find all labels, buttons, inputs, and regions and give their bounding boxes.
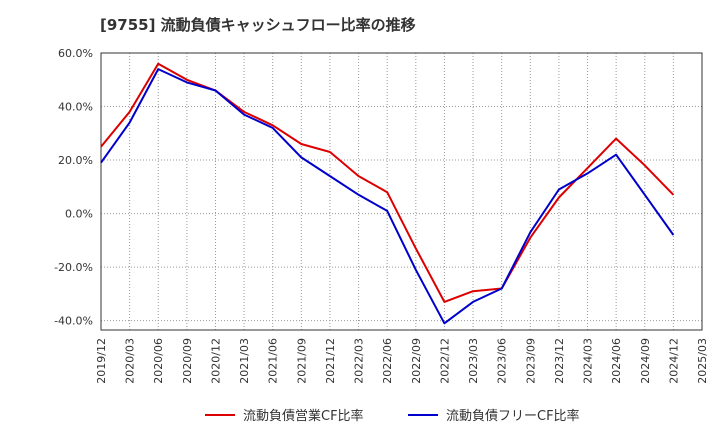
- x-tick-label: 2024/12: [667, 338, 680, 384]
- y-tick-label: -20.0%: [54, 261, 93, 274]
- x-tick-label: 2021/03: [238, 338, 251, 384]
- chart-title: [9755] 流動負債キャッシュフロー比率の推移: [100, 16, 416, 34]
- grid: [101, 53, 702, 330]
- legend: 流動負債営業CF比率 流動負債フリーCF比率: [205, 408, 580, 424]
- series-lines: [100, 62, 675, 325]
- x-tick-label: 2022/12: [438, 338, 451, 384]
- x-tick-label: 2023/12: [553, 338, 566, 384]
- y-tick-label: 40.0%: [58, 101, 93, 114]
- y-tick-label: 60.0%: [58, 47, 93, 60]
- x-tick-label: 2020/12: [209, 338, 222, 384]
- x-tick-label: 2023/03: [467, 338, 480, 384]
- x-tick-label: 2020/06: [152, 338, 165, 384]
- x-tick-label: 2024/03: [582, 338, 595, 384]
- x-tick-label: 2020/09: [181, 338, 194, 384]
- x-tick-label: 2022/09: [410, 338, 423, 384]
- x-tick-label: 2019/12: [95, 338, 108, 384]
- y-tick-label: 20.0%: [58, 154, 93, 167]
- x-tick-label: 2020/03: [124, 338, 137, 384]
- x-tick-label: 2021/06: [267, 338, 280, 384]
- x-tick-label: 2023/09: [524, 338, 537, 384]
- legend-label-1: 流動負債営業CF比率: [243, 408, 364, 424]
- series-line-2: [100, 68, 675, 325]
- x-tick-label: 2024/06: [610, 338, 623, 384]
- x-tick-label: 2021/09: [295, 338, 308, 384]
- y-tick-label: -40.0%: [54, 315, 93, 328]
- axes: 60.0% 40.0% 20.0% 0.0% -20.0% -40.0%2019/12 20…: [54, 47, 709, 384]
- x-tick-label: 2021/12: [324, 338, 337, 384]
- x-tick-label: 2022/06: [381, 338, 394, 384]
- x-tick-label: 2022/03: [353, 338, 366, 384]
- plot-border: [100, 52, 703, 331]
- x-tick-label: 2025/03: [696, 338, 709, 384]
- y-tick-label: 0.0%: [65, 208, 93, 221]
- x-tick-label: 2023/06: [496, 338, 509, 384]
- x-tick-label: 2024/09: [639, 338, 652, 384]
- legend-label-2: 流動負債フリーCF比率: [446, 408, 580, 424]
